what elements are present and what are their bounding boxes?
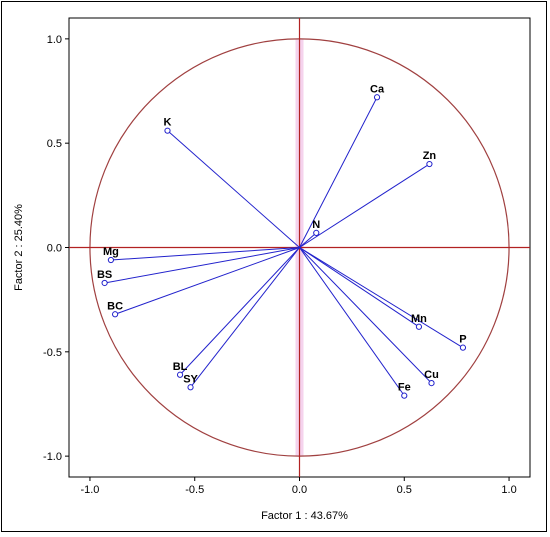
- label-k: K: [164, 117, 172, 129]
- point-zn: [426, 160, 433, 168]
- y-tick-label: -0.5: [43, 347, 62, 359]
- label-zn: Zn: [423, 150, 437, 162]
- vector-k: [167, 130, 300, 248]
- vector-bs: [104, 247, 300, 284]
- point-k: [164, 127, 171, 134]
- point-sy: [187, 384, 194, 391]
- point-n: [313, 229, 320, 236]
- label-ca: Ca: [370, 83, 385, 95]
- vector-p: [299, 247, 464, 349]
- label-bl: BL: [173, 361, 188, 373]
- point-p: [459, 344, 467, 351]
- label-n: N: [312, 219, 320, 231]
- vector-bc: [114, 247, 300, 315]
- x-tick-label: -0.5: [185, 484, 204, 496]
- vector-ca: [299, 97, 378, 248]
- label-sy: SY: [183, 373, 198, 385]
- vector-fe: [299, 247, 405, 396]
- vector-sy: [190, 247, 300, 388]
- point-bs: [101, 279, 108, 287]
- point-ca: [373, 94, 381, 101]
- x-tick-label: -1.0: [80, 484, 99, 496]
- label-bc: BC: [107, 300, 123, 312]
- label-fe: Fe: [398, 382, 411, 394]
- vector-cu: [299, 247, 432, 384]
- point-mn: [415, 323, 423, 330]
- y-tick-label: -1.0: [43, 451, 62, 463]
- y-tick-label: 0.0: [47, 243, 62, 255]
- point-bl: [176, 371, 184, 378]
- x-tick-label: 0.0: [292, 484, 307, 496]
- point-mg: [107, 256, 115, 264]
- label-mg: Mg: [103, 246, 119, 258]
- x-tick-label: 1.0: [501, 484, 516, 496]
- y-axis-title: Factor 2 : 25.40%: [13, 204, 25, 291]
- vector-zn: [299, 163, 430, 248]
- vector-n: [299, 232, 317, 248]
- point-bc: [112, 311, 119, 318]
- loading-vectors-layer: [101, 94, 467, 399]
- y-tick-label: 1.0: [47, 34, 62, 46]
- x-axis-title: Factor 1 : 43.67%: [261, 510, 348, 522]
- point-fe: [401, 392, 408, 399]
- vector-mn: [299, 247, 420, 328]
- vector-mg: [110, 247, 300, 261]
- y-tick-label: 0.5: [47, 138, 62, 150]
- ticks-layer: -1.0 -0.5 0.0 0.5 1.0 1.0 0.5 0.0 -0.5 -1.0: [43, 34, 517, 496]
- label-cu: Cu: [424, 369, 439, 381]
- label-mn: Mn: [411, 313, 427, 325]
- label-bs: BS: [97, 269, 112, 281]
- label-p: P: [459, 334, 466, 346]
- x-tick-label: 0.5: [397, 484, 412, 496]
- point-cu: [428, 380, 435, 387]
- vector-bl: [179, 247, 300, 376]
